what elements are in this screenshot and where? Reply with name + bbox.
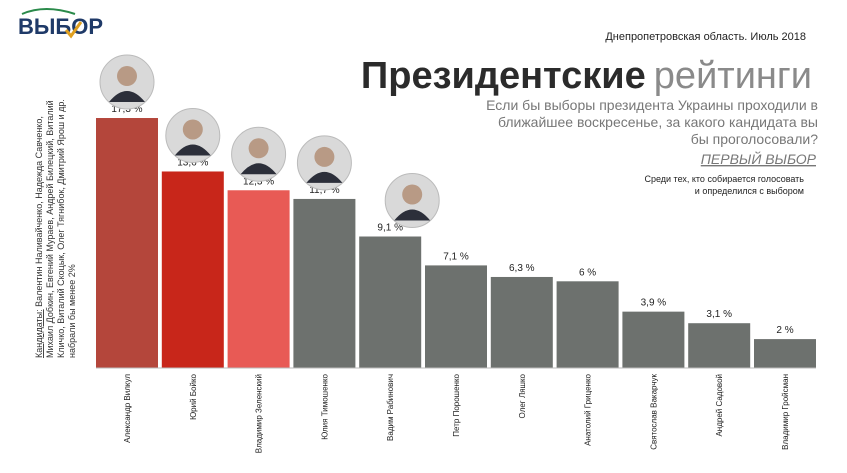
title-light: рейтинги xyxy=(654,55,812,97)
bar xyxy=(556,281,619,368)
category-label: Анатолий Гриценко xyxy=(584,373,593,445)
note-line: Среди тех, кто собирается голосовать xyxy=(644,174,804,184)
question-line: бы проголосовали? xyxy=(691,131,819,147)
category-label: Святослав Вакарчук xyxy=(649,374,658,450)
photo-body xyxy=(109,91,145,103)
photo-head xyxy=(117,66,137,87)
note-line: и определился с выбором xyxy=(695,186,804,196)
photo-head xyxy=(182,119,203,140)
others-line: Кандидаты: Валентин Наливайченко, Надежд… xyxy=(34,116,44,358)
source: ПЕРВЫЙ ВЫБОР xyxy=(701,150,817,167)
bar xyxy=(622,311,685,368)
category-label: Александр Вилкул xyxy=(123,374,132,443)
others-line: Кличко, Виталий Скоцык, Олег Тягнибок, Д… xyxy=(56,99,66,358)
category-label: Петр Порошенко xyxy=(452,373,461,436)
photo-head xyxy=(402,184,423,205)
others-note: Кандидаты: Валентин Наливайченко, Надежд… xyxy=(34,99,77,358)
others-text: Кличко, Виталий Скоцык, Олег Тягнибок, Д… xyxy=(56,99,66,358)
photo-head xyxy=(248,138,269,159)
value-label: 17,3 % xyxy=(111,104,142,115)
others-label: Кандидаты: xyxy=(34,309,44,358)
bar xyxy=(425,265,487,368)
value-label: 3,9 % xyxy=(641,298,667,309)
others-line: набрали бы менее 2% xyxy=(67,264,77,358)
value-label: 13,6 % xyxy=(177,157,208,168)
photo-head xyxy=(314,146,335,167)
logo-arc xyxy=(21,8,76,15)
photo-body xyxy=(394,209,431,221)
value-label: 12,3 % xyxy=(243,176,274,187)
logo-check xyxy=(64,21,83,39)
bar xyxy=(96,118,158,368)
others-line: Михаил Добкин, Евгений Мураев, Андрей Би… xyxy=(45,100,55,358)
value-label: 6 % xyxy=(579,267,596,278)
category-label: Вадим Рабинович xyxy=(386,374,395,441)
value-label: 2 % xyxy=(776,325,793,336)
category-label: Юрий Бойко xyxy=(189,373,198,419)
category-label: Олег Ляшко xyxy=(518,373,527,418)
logo: ВЫБОР xyxy=(18,14,103,39)
others-text: набрали бы менее 2% xyxy=(67,264,77,358)
question-line: ближайшее воскресенье, за какого кандида… xyxy=(498,114,818,130)
value-label: 6,3 % xyxy=(509,263,535,274)
photo-body xyxy=(240,163,277,175)
category-label: Андрей Садовой xyxy=(715,374,724,437)
bar xyxy=(754,339,816,368)
value-label: 7,1 % xyxy=(443,251,469,262)
bar xyxy=(359,236,422,368)
category-label: Юлия Тимошенко xyxy=(320,373,329,439)
photo-body xyxy=(174,144,211,156)
photo-body xyxy=(306,171,343,183)
bar xyxy=(490,276,553,368)
value-label: 11,7 % xyxy=(309,185,339,196)
value-label: 9,1 % xyxy=(377,223,403,234)
others-text: Михаил Добкин, Евгений Мураев, Андрей Би… xyxy=(45,100,55,358)
category-label: Владимир Гройсман xyxy=(781,374,790,450)
bar xyxy=(161,171,224,368)
title-bold: Президентские xyxy=(361,55,646,97)
bar xyxy=(688,323,751,368)
value-label: 3,1 % xyxy=(706,309,732,320)
bar xyxy=(293,198,356,368)
title: Президентские рейтинги xyxy=(361,55,812,97)
bar xyxy=(227,190,290,368)
category-label: Владимир Зеленский xyxy=(255,374,264,453)
question-line: Если бы выборы президента Украины проход… xyxy=(486,97,818,113)
others-text: Валентин Наливайченко, Надежда Савченко, xyxy=(34,116,44,309)
region: Днепропетровская область. Июль 2018 xyxy=(605,31,806,43)
